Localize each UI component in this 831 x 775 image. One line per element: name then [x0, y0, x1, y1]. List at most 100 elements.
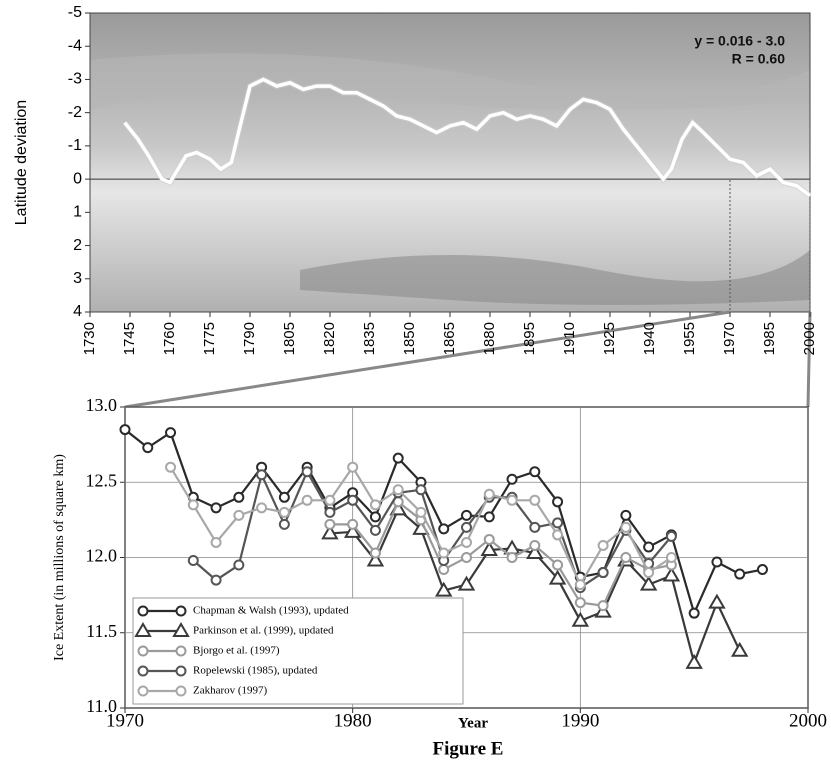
marker	[187, 499, 199, 511]
marker	[321, 524, 339, 540]
marker	[711, 556, 723, 568]
marker	[506, 473, 518, 485]
marker	[506, 494, 518, 506]
marker	[483, 511, 495, 523]
series-line	[329, 500, 672, 607]
legend-label: Zakharov (1997)	[193, 685, 268, 697]
marker	[347, 461, 359, 473]
marker	[301, 466, 313, 478]
legend-label: Ropelewski (1985), updated	[193, 665, 318, 677]
x-tick-label: 1850	[401, 322, 418, 355]
x-tick-label: 1805	[281, 322, 298, 355]
marker	[233, 491, 245, 503]
marker	[708, 593, 726, 609]
marker	[434, 581, 453, 597]
x-tick-label: 1910	[561, 322, 578, 355]
y-tick-label: -4	[68, 37, 82, 54]
marker	[392, 452, 404, 464]
marker	[552, 496, 564, 508]
marker	[278, 506, 290, 518]
x-tick-label: 1790	[241, 322, 258, 355]
connector	[806, 311, 812, 408]
marker	[662, 566, 681, 582]
marker	[347, 518, 359, 530]
x-tick-label: 1970	[106, 710, 144, 731]
x-tick-label: 1940	[641, 322, 658, 355]
marker	[461, 521, 472, 533]
marker	[324, 518, 336, 530]
marker	[369, 499, 381, 511]
marker	[457, 575, 476, 591]
marker	[256, 502, 268, 514]
marker	[552, 517, 564, 529]
marker	[210, 502, 222, 514]
marker	[685, 653, 703, 669]
x-tick-label: 1895	[521, 322, 538, 355]
x-tick-label: 1760	[161, 322, 178, 355]
y-tick-label: 12.0	[86, 546, 118, 566]
annotation: y = 0.016 - 3.0	[694, 33, 785, 49]
x-tick-label: 1880	[481, 322, 498, 355]
y-tick-label: -1	[68, 137, 82, 154]
marker	[347, 494, 359, 506]
marker	[366, 551, 385, 567]
connector	[124, 310, 731, 409]
marker	[415, 484, 427, 496]
marker	[461, 536, 472, 548]
annotation: R = 0.60	[732, 51, 786, 67]
marker	[165, 461, 177, 473]
legend-label: Chapman & Walsh (1993), updated	[193, 605, 349, 617]
marker	[369, 511, 381, 523]
marker	[415, 506, 427, 518]
marker	[324, 506, 336, 518]
series-line	[192, 469, 673, 590]
x-tick-label: 1980	[334, 710, 372, 731]
x-axis-label: Year	[458, 715, 488, 731]
marker	[548, 569, 567, 585]
marker	[369, 547, 381, 559]
marker	[730, 641, 749, 657]
y-tick-label: 0	[73, 170, 82, 187]
series-line	[123, 77, 812, 198]
x-tick-label: 1730	[81, 322, 98, 355]
marker	[574, 579, 586, 591]
marker	[597, 567, 609, 579]
marker	[529, 539, 541, 551]
y-tick-label: 2	[73, 237, 82, 254]
legend-marker	[137, 605, 149, 617]
marker	[461, 552, 472, 563]
marker	[574, 597, 586, 609]
legend-marker	[137, 665, 149, 677]
marker	[597, 600, 609, 612]
legend-marker	[175, 685, 187, 697]
x-tick-label: 1775	[201, 322, 218, 355]
y-tick-label: -2	[68, 104, 82, 121]
marker	[369, 524, 381, 536]
legend-label: Bjorgo et al. (1997)	[193, 645, 280, 657]
marker	[461, 509, 472, 521]
x-tick-label: 2000	[789, 710, 827, 731]
marker	[529, 494, 541, 506]
y-axis-label: Ice Extent (in millions of square km)	[52, 454, 67, 661]
marker	[597, 539, 609, 551]
y-tick-label: 12.5	[86, 470, 118, 490]
y-tick-label: -5	[68, 4, 82, 21]
marker	[165, 427, 177, 439]
y-tick-label: 13.0	[86, 395, 118, 415]
marker	[480, 540, 499, 556]
marker	[639, 575, 658, 591]
marker	[526, 544, 544, 559]
y-tick-label: 11.0	[86, 696, 117, 716]
legend-label: Parkinson et al. (1999), updated	[193, 625, 334, 637]
x-tick-label: 2000	[801, 322, 818, 355]
x-tick-label: 1970	[721, 322, 738, 355]
caption: Figure E	[433, 738, 504, 759]
legend-box	[132, 597, 464, 705]
marker	[665, 552, 677, 563]
legend-marker	[175, 605, 187, 617]
y-tick-label: 1	[73, 204, 82, 221]
marker	[620, 552, 632, 563]
marker	[256, 469, 268, 481]
marker	[529, 521, 541, 533]
marker	[187, 555, 199, 567]
